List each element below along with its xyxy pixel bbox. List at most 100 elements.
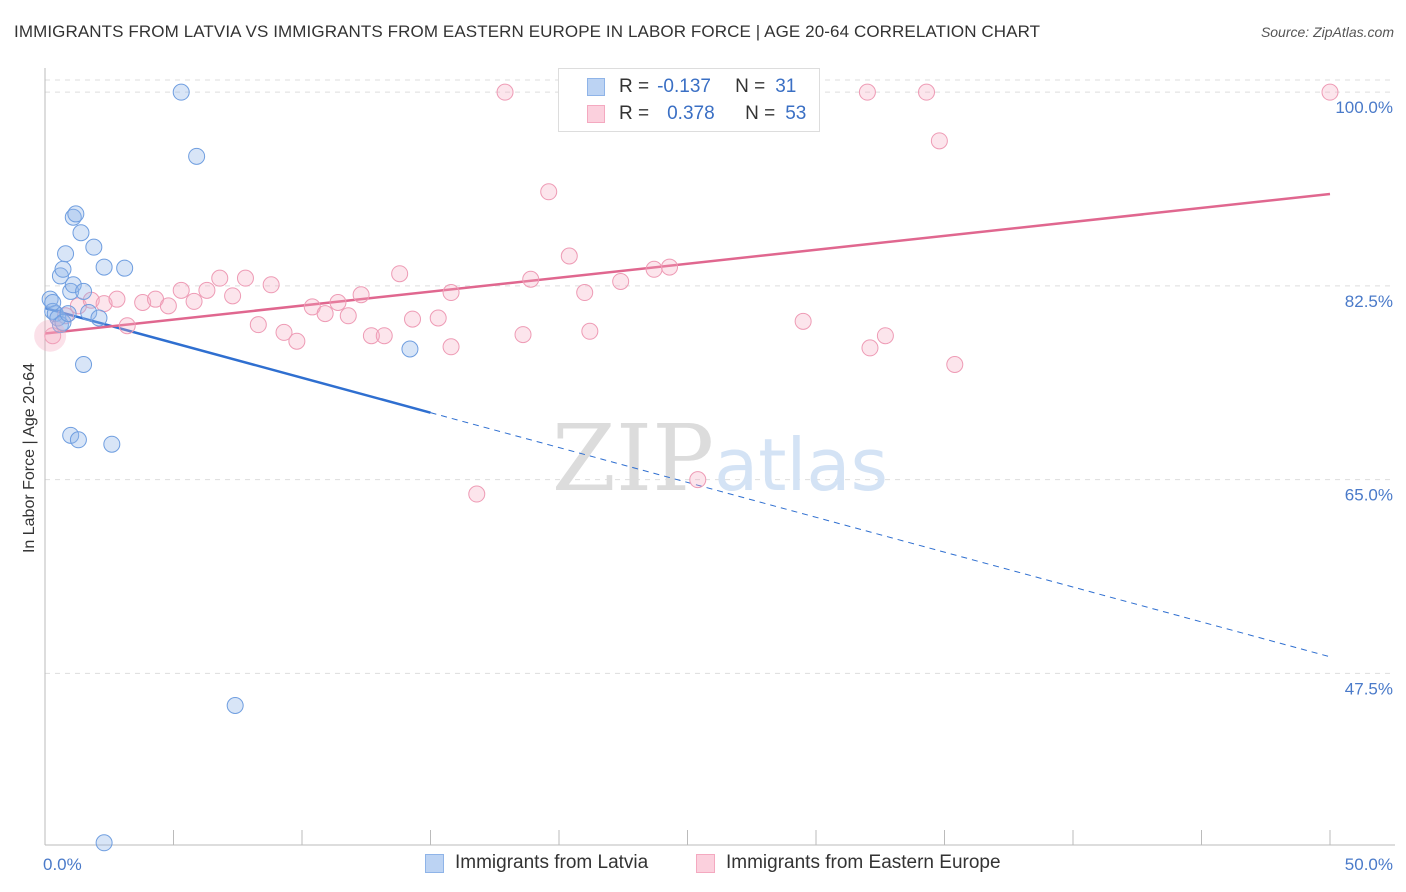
point-eastern-europe <box>224 287 242 305</box>
legend-swatch-eastern-europe <box>587 105 605 123</box>
point-latvia <box>226 697 244 714</box>
x-tick-label: 0.0% <box>43 855 82 874</box>
point-latvia <box>188 147 206 165</box>
point-latvia <box>59 305 77 323</box>
legend-row-latvia: R = -0.137 N = 31 <box>559 74 796 100</box>
point-latvia <box>64 208 82 226</box>
point-eastern-europe <box>185 292 203 310</box>
trend-line-latvia-extrapolated <box>430 412 1331 658</box>
point-eastern-europe <box>329 294 347 311</box>
point-eastern-europe <box>375 327 393 345</box>
point-latvia <box>62 282 80 300</box>
point-eastern-europe <box>689 471 707 489</box>
point-eastern-europe <box>540 183 558 201</box>
series-name-latvia: Immigrants from Latvia <box>455 852 649 873</box>
point-eastern-europe <box>316 305 334 323</box>
point-latvia <box>67 205 85 223</box>
point-eastern-europe <box>612 272 630 290</box>
point-eastern-europe <box>576 284 594 302</box>
point-eastern-europe <box>118 317 136 335</box>
point-eastern-europe <box>249 316 267 334</box>
series-legend: Immigrants from Latvia Immigrants from E… <box>0 852 1406 878</box>
point-eastern-europe <box>861 339 879 357</box>
point-eastern-europe <box>496 83 514 101</box>
legend-n-label: N = <box>745 103 776 124</box>
point-eastern-europe <box>645 260 663 278</box>
point-latvia <box>75 282 93 300</box>
point-latvia <box>85 238 103 256</box>
point-eastern-europe <box>442 338 460 356</box>
trend-lines <box>44 192 1331 658</box>
source-note: Source: ZipAtlas.com <box>1260 24 1394 40</box>
series-legend-latvia: Immigrants from Latvia <box>425 852 648 874</box>
point-eastern-europe <box>581 322 599 340</box>
trend-line-eastern-europe <box>44 192 1331 335</box>
point-eastern-europe <box>198 281 216 299</box>
point-eastern-europe <box>275 323 293 341</box>
legend-n-value-latvia: 31 <box>775 76 797 97</box>
axes <box>44 68 1395 846</box>
point-latvia <box>95 834 113 852</box>
point-eastern-europe <box>661 258 679 276</box>
legend-r-value-eastern-europe: 0.378 <box>667 103 715 124</box>
point-latvia <box>44 294 62 311</box>
point-eastern-europe <box>1321 83 1339 101</box>
point-eastern-europe <box>362 327 380 345</box>
point-latvia <box>75 356 93 373</box>
point-eastern-europe <box>876 327 894 345</box>
point-eastern-europe <box>211 269 229 287</box>
point-latvia <box>72 224 90 242</box>
point-latvia <box>116 259 134 277</box>
point-eastern-europe <box>442 284 460 302</box>
point-latvia <box>57 245 75 263</box>
legend-n-label: N = <box>735 76 766 97</box>
point-eastern-europe <box>930 132 948 150</box>
point-eastern-europe <box>339 307 357 325</box>
point-latvia <box>69 431 87 449</box>
chart-title: IMMIGRANTS FROM LATVIA VS IMMIGRANTS FRO… <box>14 22 1041 41</box>
point-eastern-europe <box>946 356 964 373</box>
point-eastern-europe <box>429 309 447 327</box>
point-latvia <box>54 313 72 331</box>
point-eastern-europe <box>794 312 812 330</box>
point-latvia <box>80 303 98 321</box>
point-eastern-europe <box>560 247 578 265</box>
point-latvia <box>103 435 121 453</box>
point-eastern-europe-cluster <box>34 319 67 352</box>
point-latvia <box>401 340 419 358</box>
point-eastern-europe <box>514 326 532 344</box>
point-latvia <box>49 309 67 327</box>
series-swatch-latvia <box>425 853 444 873</box>
point-eastern-europe <box>352 286 370 304</box>
point-eastern-europe <box>858 83 876 101</box>
series-swatch-eastern-europe <box>696 853 715 873</box>
watermark: ZIPatlas <box>552 405 888 512</box>
point-eastern-europe <box>108 290 126 308</box>
point-eastern-europe <box>468 485 486 503</box>
legend-n-value-eastern-europe: 53 <box>785 103 807 124</box>
stats-legend: R = -0.137 N = 31 R = 0.378 N = 53 <box>558 68 820 132</box>
x-tick-label: 50.0% <box>1345 855 1393 874</box>
point-eastern-europe <box>262 276 280 294</box>
point-latvia <box>54 260 72 278</box>
data-points <box>34 83 1339 852</box>
series-name-eastern-europe: Immigrants from Eastern Europe <box>726 852 1001 873</box>
point-eastern-europe <box>288 332 306 350</box>
legend-r-label: R = <box>619 103 650 124</box>
gridlines <box>45 79 1395 674</box>
point-latvia <box>172 83 190 101</box>
point-latvia <box>95 258 113 276</box>
y-axis-label: In Labor Force | Age 20-64 <box>21 363 38 553</box>
point-eastern-europe <box>391 265 409 283</box>
legend-r-label: R = <box>619 76 650 97</box>
point-eastern-europe <box>918 83 936 101</box>
y-tick-label: 100.0% <box>1335 98 1393 117</box>
y-tick-label: 65.0% <box>1345 486 1393 505</box>
tick-labels: 47.5% 65.0% 82.5% 100.0% 0.0% 50.0% <box>43 98 1393 874</box>
point-latvia <box>64 276 82 294</box>
point-eastern-europe <box>159 297 177 315</box>
point-eastern-europe <box>404 310 422 328</box>
y-tick-label: 82.5% <box>1345 292 1393 311</box>
legend-r-value-latvia: -0.137 <box>657 76 711 97</box>
